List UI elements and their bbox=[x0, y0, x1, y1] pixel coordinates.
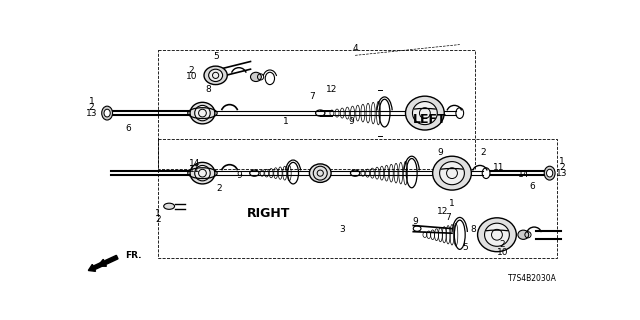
Text: 10: 10 bbox=[186, 72, 197, 81]
Text: 2: 2 bbox=[89, 103, 95, 112]
Bar bbox=[157, 139, 557, 258]
Text: T7S4B2030A: T7S4B2030A bbox=[508, 274, 557, 283]
Text: 7: 7 bbox=[310, 92, 316, 101]
Text: 5: 5 bbox=[462, 243, 468, 252]
Text: 2: 2 bbox=[500, 240, 505, 249]
Text: FR.: FR. bbox=[125, 251, 141, 260]
Text: 2: 2 bbox=[156, 215, 161, 224]
Text: 2: 2 bbox=[217, 184, 222, 193]
Ellipse shape bbox=[440, 162, 465, 185]
Text: 12: 12 bbox=[326, 85, 337, 94]
Ellipse shape bbox=[195, 105, 210, 121]
Text: 14: 14 bbox=[189, 159, 200, 168]
Ellipse shape bbox=[190, 102, 215, 124]
Text: 6: 6 bbox=[125, 124, 131, 133]
Ellipse shape bbox=[104, 109, 110, 117]
Text: 2: 2 bbox=[480, 148, 486, 157]
Text: 1: 1 bbox=[449, 199, 455, 208]
Text: 5: 5 bbox=[214, 52, 220, 60]
Text: 9: 9 bbox=[348, 117, 354, 126]
FancyArrow shape bbox=[88, 255, 118, 271]
Ellipse shape bbox=[518, 230, 529, 239]
Text: 3: 3 bbox=[339, 225, 345, 234]
Text: 12: 12 bbox=[437, 207, 449, 216]
Text: 1: 1 bbox=[89, 97, 95, 106]
Ellipse shape bbox=[209, 69, 223, 82]
Ellipse shape bbox=[406, 96, 444, 130]
Text: 6: 6 bbox=[529, 182, 534, 191]
Text: 8: 8 bbox=[471, 225, 477, 234]
Text: 1: 1 bbox=[282, 117, 288, 126]
Ellipse shape bbox=[164, 203, 175, 209]
Ellipse shape bbox=[484, 223, 509, 246]
Ellipse shape bbox=[309, 164, 331, 182]
Text: 11: 11 bbox=[493, 163, 504, 172]
Ellipse shape bbox=[433, 156, 472, 190]
Text: 13: 13 bbox=[556, 169, 568, 179]
Text: 11: 11 bbox=[189, 165, 200, 174]
Text: 9: 9 bbox=[236, 171, 242, 180]
Text: 4: 4 bbox=[352, 44, 358, 53]
Text: 8: 8 bbox=[205, 85, 211, 94]
Ellipse shape bbox=[195, 165, 210, 181]
Ellipse shape bbox=[547, 169, 553, 177]
Text: 7: 7 bbox=[445, 212, 451, 221]
Text: 10: 10 bbox=[497, 248, 508, 257]
Ellipse shape bbox=[477, 218, 516, 252]
Text: 1: 1 bbox=[559, 157, 565, 166]
Ellipse shape bbox=[102, 106, 113, 120]
Text: 13: 13 bbox=[86, 109, 97, 118]
Ellipse shape bbox=[544, 166, 555, 180]
Ellipse shape bbox=[190, 162, 215, 184]
Text: 1: 1 bbox=[156, 209, 161, 218]
Text: LEFT: LEFT bbox=[413, 113, 447, 126]
Text: 2: 2 bbox=[559, 163, 565, 172]
Ellipse shape bbox=[412, 101, 437, 124]
Ellipse shape bbox=[250, 72, 261, 82]
Text: RIGHT: RIGHT bbox=[246, 207, 290, 220]
Ellipse shape bbox=[204, 66, 227, 84]
Text: 9: 9 bbox=[438, 148, 444, 157]
Text: 9: 9 bbox=[412, 217, 418, 226]
Text: 14: 14 bbox=[518, 170, 529, 179]
Bar bbox=[157, 50, 476, 169]
Text: 2: 2 bbox=[189, 66, 195, 75]
